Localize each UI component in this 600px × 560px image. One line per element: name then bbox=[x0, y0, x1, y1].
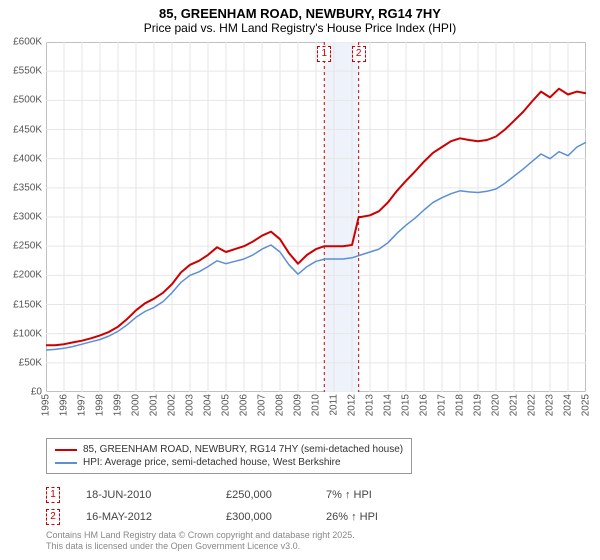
y-tick-label: £300K bbox=[2, 212, 42, 223]
x-tick-label: 2020 bbox=[491, 394, 502, 416]
x-tick-label: 2004 bbox=[203, 394, 214, 416]
sale-date: 16-MAY-2012 bbox=[86, 511, 226, 523]
x-tick-label: 1995 bbox=[41, 394, 52, 416]
x-tick-label: 2023 bbox=[545, 394, 556, 416]
legend: 85, GREENHAM ROAD, NEWBURY, RG14 7HY (se… bbox=[46, 438, 412, 474]
legend-item: 85, GREENHAM ROAD, NEWBURY, RG14 7HY (se… bbox=[55, 443, 403, 456]
x-tick-label: 1998 bbox=[95, 394, 106, 416]
x-tick-label: 1999 bbox=[113, 394, 124, 416]
y-tick-label: £450K bbox=[2, 124, 42, 135]
x-tick-label: 2000 bbox=[131, 394, 142, 416]
x-tick-label: 2010 bbox=[311, 394, 322, 416]
y-tick-label: £250K bbox=[2, 241, 42, 252]
legend-swatch bbox=[55, 449, 77, 451]
x-tick-label: 1997 bbox=[77, 394, 88, 416]
marker-box: 1 bbox=[317, 46, 331, 62]
x-tick-label: 2017 bbox=[437, 394, 448, 416]
y-tick-label: £150K bbox=[2, 299, 42, 310]
sale-date: 18-JUN-2010 bbox=[86, 489, 226, 501]
x-tick-label: 2019 bbox=[473, 394, 484, 416]
sale-price: £300,000 bbox=[226, 511, 326, 523]
sale-row: 1 18-JUN-2010 £250,000 7% ↑ HPI bbox=[46, 484, 446, 506]
y-tick-label: £100K bbox=[2, 328, 42, 339]
plot-svg bbox=[46, 42, 586, 392]
y-tick-label: £600K bbox=[2, 37, 42, 48]
x-tick-label: 2012 bbox=[347, 394, 358, 416]
sale-marker: 2 bbox=[46, 509, 60, 525]
x-tick-label: 2024 bbox=[563, 394, 574, 416]
chart: £0£50K£100K£150K£200K£250K£300K£350K£400… bbox=[46, 42, 586, 412]
chart-container: 85, GREENHAM ROAD, NEWBURY, RG14 7HY Pri… bbox=[0, 0, 600, 560]
footer: Contains HM Land Registry data © Crown c… bbox=[46, 530, 355, 553]
sale-row: 2 16-MAY-2012 £300,000 26% ↑ HPI bbox=[46, 506, 446, 528]
footer-line-1: Contains HM Land Registry data © Crown c… bbox=[46, 530, 355, 541]
title-line-1: 85, GREENHAM ROAD, NEWBURY, RG14 7HY bbox=[0, 0, 600, 21]
x-tick-label: 2001 bbox=[149, 394, 160, 416]
x-tick-label: 2022 bbox=[527, 394, 538, 416]
y-tick-label: £50K bbox=[2, 357, 42, 368]
legend-label: HPI: Average price, semi-detached house,… bbox=[83, 457, 341, 468]
y-tick-label: £500K bbox=[2, 95, 42, 106]
y-tick-label: £400K bbox=[2, 153, 42, 164]
sale-hpi-delta: 7% ↑ HPI bbox=[326, 489, 446, 501]
x-tick-label: 2003 bbox=[185, 394, 196, 416]
title-line-2: Price paid vs. HM Land Registry's House … bbox=[0, 21, 600, 39]
sales-table: 1 18-JUN-2010 £250,000 7% ↑ HPI 2 16-MAY… bbox=[46, 484, 446, 528]
y-tick-label: £0 bbox=[2, 387, 42, 398]
marker-box: 2 bbox=[352, 46, 366, 62]
x-tick-label: 2008 bbox=[275, 394, 286, 416]
y-tick-label: £200K bbox=[2, 270, 42, 281]
x-tick-label: 1996 bbox=[59, 394, 70, 416]
x-tick-label: 2013 bbox=[365, 394, 376, 416]
sale-price: £250,000 bbox=[226, 489, 326, 501]
x-tick-label: 2021 bbox=[509, 394, 520, 416]
x-tick-label: 2016 bbox=[419, 394, 430, 416]
sale-hpi-delta: 26% ↑ HPI bbox=[326, 511, 446, 523]
x-tick-label: 2014 bbox=[383, 394, 394, 416]
legend-label: 85, GREENHAM ROAD, NEWBURY, RG14 7HY (se… bbox=[83, 444, 403, 455]
x-tick-label: 2025 bbox=[581, 394, 592, 416]
x-tick-label: 2009 bbox=[293, 394, 304, 416]
y-tick-label: £350K bbox=[2, 182, 42, 193]
x-tick-label: 2006 bbox=[239, 394, 250, 416]
x-tick-label: 2018 bbox=[455, 394, 466, 416]
x-tick-label: 2007 bbox=[257, 394, 268, 416]
legend-item: HPI: Average price, semi-detached house,… bbox=[55, 456, 403, 469]
sale-marker: 1 bbox=[46, 487, 60, 503]
x-tick-label: 2005 bbox=[221, 394, 232, 416]
x-tick-label: 2011 bbox=[329, 394, 340, 416]
x-tick-label: 2002 bbox=[167, 394, 178, 416]
legend-swatch bbox=[55, 462, 77, 464]
footer-line-2: This data is licensed under the Open Gov… bbox=[46, 541, 355, 552]
x-tick-label: 2015 bbox=[401, 394, 412, 416]
y-tick-label: £550K bbox=[2, 66, 42, 77]
